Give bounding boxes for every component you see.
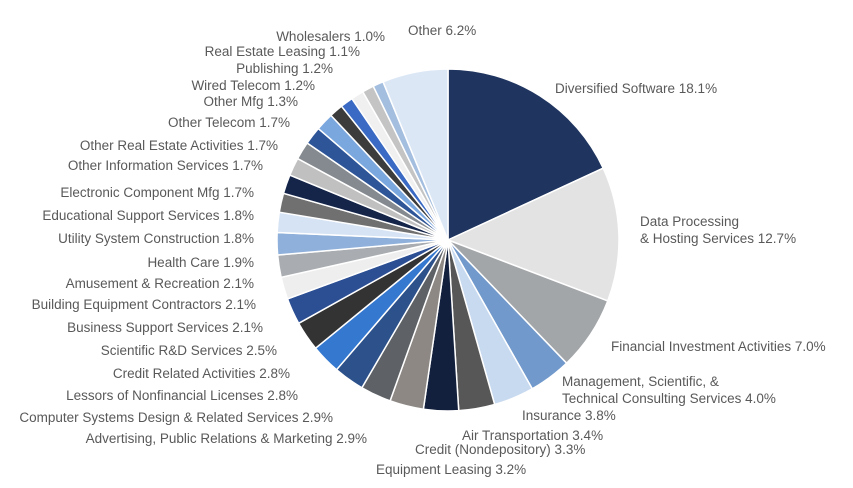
slice-label: Other Real Estate Activities 1.7% bbox=[80, 138, 278, 153]
slice-label: Equipment Leasing 3.2% bbox=[376, 462, 526, 477]
slice-label: Advertising, Public Relations & Marketin… bbox=[86, 431, 367, 446]
slice-label: Publishing 1.2% bbox=[236, 61, 333, 76]
slice-label: Financial Investment Activities 7.0% bbox=[611, 339, 826, 354]
slice-label: Business Support Services 2.1% bbox=[67, 320, 263, 335]
slice-label: Insurance 3.8% bbox=[522, 408, 616, 423]
pie-slice bbox=[447, 68, 605, 242]
slice-label: Real Estate Leasing 1.1% bbox=[205, 44, 360, 59]
pie-slices bbox=[276, 68, 620, 412]
slice-label: Health Care 1.9% bbox=[147, 255, 254, 270]
slice-label: Other Information Services 1.7% bbox=[68, 158, 263, 173]
slice-label: Other Telecom 1.7% bbox=[168, 115, 290, 130]
pie-labels: Diversified Software 18.1% Data Processin… bbox=[19, 23, 825, 477]
pie-slice bbox=[446, 167, 620, 302]
slice-label: Wired Telecom 1.2% bbox=[191, 78, 315, 93]
slice-label: Scientific R&D Services 2.5% bbox=[101, 343, 277, 358]
slice-label: Computer Systems Design & Related Servic… bbox=[19, 410, 333, 425]
slice-label: Other 6.2% bbox=[408, 23, 476, 38]
slice-label: Wholesalers 1.0% bbox=[276, 29, 385, 44]
slice-label: Diversified Software 18.1% bbox=[555, 81, 717, 96]
slice-label: Amusement & Recreation 2.1% bbox=[66, 276, 254, 291]
slice-label: Utility System Construction 1.8% bbox=[58, 231, 254, 246]
slice-label: Building Equipment Contractors 2.1% bbox=[32, 297, 256, 312]
slice-label: Management, Scientific, & Technical Consu… bbox=[562, 374, 776, 406]
slice-label: Credit (Nondepository) 3.3% bbox=[415, 442, 585, 457]
slice-label: Educational Support Services 1.8% bbox=[42, 208, 254, 223]
slice-label: Electronic Component Mfg 1.7% bbox=[60, 185, 254, 200]
slice-label: Lessors of Nonfinancial Licenses 2.8% bbox=[66, 388, 298, 403]
slice-label: Data Processing & Hosting Services 12.7% bbox=[640, 214, 796, 246]
slice-label: Air Transportation 3.4% bbox=[462, 428, 603, 443]
slice-label: Credit Related Activities 2.8% bbox=[113, 366, 290, 381]
pie-slice bbox=[382, 68, 449, 241]
slice-label: Other Mfg 1.3% bbox=[203, 94, 298, 109]
